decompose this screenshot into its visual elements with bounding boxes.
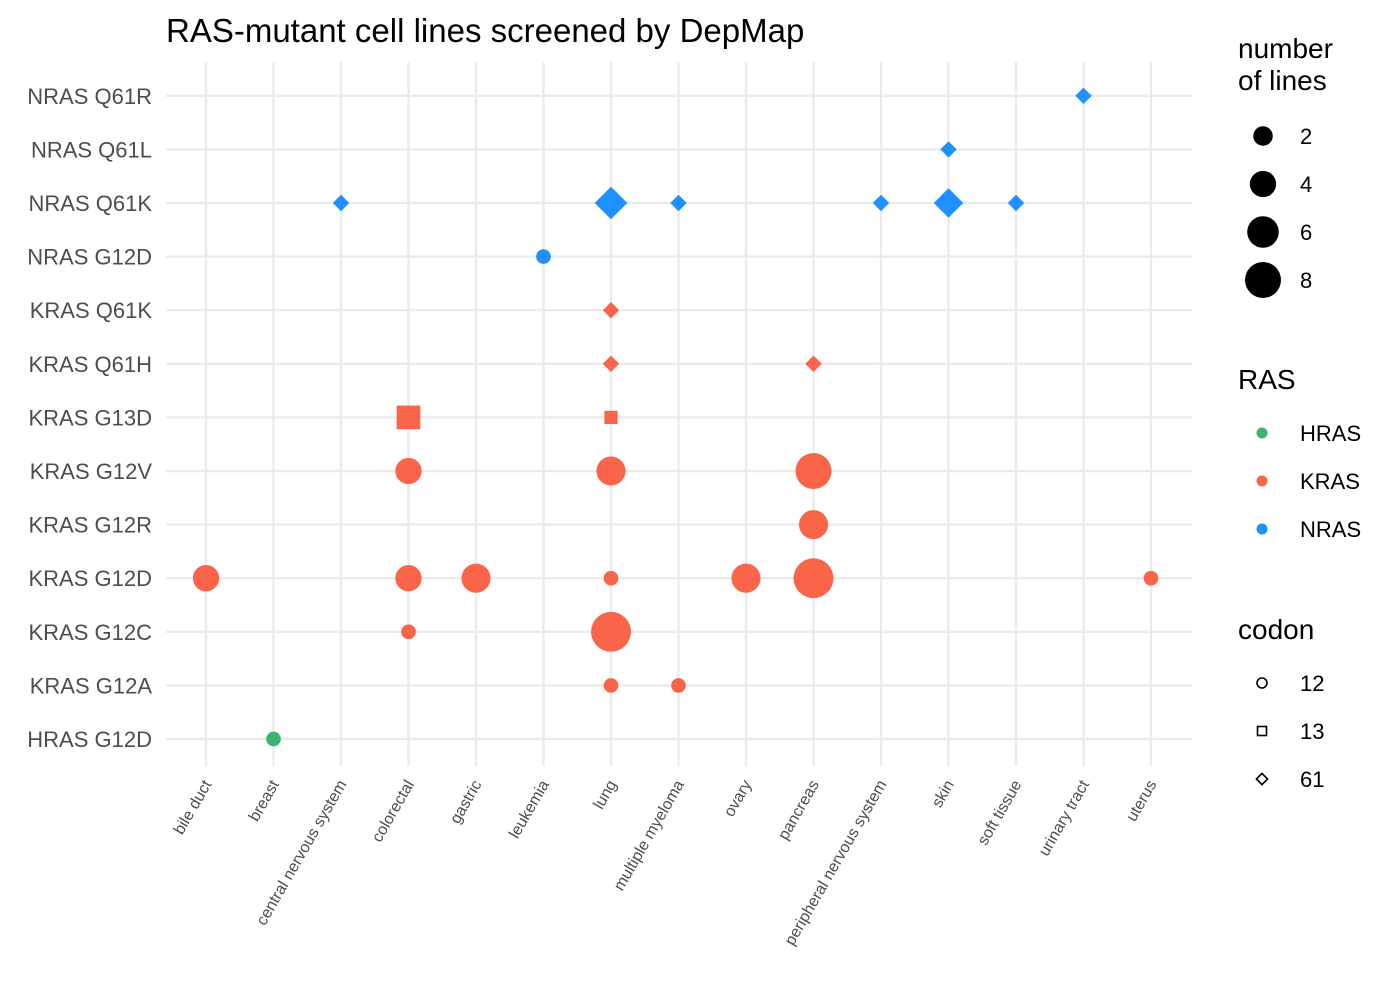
point-kras-g12c-colorectal [401,624,416,640]
point-kras-g12v-colorectal [395,457,422,485]
y-tick-kras-g12v: KRAS G12V [30,459,153,484]
y-tick-kras-g12c: KRAS G12C [29,620,153,645]
point-kras-g12v-lung [596,456,626,486]
y-tick-kras-g12a: KRAS G12A [30,673,153,698]
x-tick-lung: lung [591,778,621,813]
legend-ras-key-kras [1256,475,1268,487]
grid-layer [166,62,1192,766]
x-tick-soft-tissue: soft tissue [975,777,1026,848]
legend-ras-key-nras [1256,523,1268,535]
point-nras-q61k-peripheral-nervous-system [872,194,890,212]
legend-ras-label-nras: NRAS [1300,517,1361,542]
legend-size-title-line-2: of lines [1238,65,1327,96]
y-tick-kras-g13d: KRAS G13D [29,405,153,430]
x-tick-colorectal: colorectal [369,778,418,846]
legend-size-title-line-1: number [1238,33,1333,64]
legend-codon-label-12: 12 [1300,671,1324,696]
point-kras-g13d-colorectal [396,405,421,430]
x-tick-urinary-tract: urinary tract [1036,777,1093,859]
point-kras-g12d-colorectal [395,565,422,592]
point-hras-g12d-breast [266,731,281,747]
data-points [192,87,1159,747]
x-tick-multiple-myeloma: multiple myeloma [611,777,688,893]
legend-codon-key-61 [1255,772,1269,786]
point-kras-g12c-lung [591,611,631,652]
y-tick-nras-q61r: NRAS Q61R [27,84,152,109]
point-nras-q61l-skin [940,141,957,158]
x-tick-skin: skin [929,778,958,811]
point-kras-g12a-lung [603,678,619,693]
legend-ras-key-hras [1256,427,1268,439]
y-tick-kras-q61k: KRAS Q61K [30,298,153,323]
legend-codon-label-13: 13 [1300,719,1324,744]
legend-ras-label-kras: KRAS [1300,469,1360,494]
x-tick-leukemia: leukemia [506,777,553,841]
chart-title: RAS-mutant cell lines screened by DepMap [166,12,804,49]
point-kras-q61h-lung [602,355,620,373]
legend-size-label-8: 8 [1300,268,1312,293]
x-tick-uterus: uterus [1124,778,1161,825]
point-nras-g12d-leukemia [536,249,551,264]
point-nras-q61r-urinary-tract [1075,87,1092,105]
point-nras-q61k-soft-tissue [1007,194,1025,212]
x-tick-breast: breast [246,777,283,824]
point-kras-g12d-lung [603,570,619,586]
point-kras-q61h-pancreas [805,355,822,373]
legend-size-key-6 [1247,216,1279,248]
point-nras-q61k-multiple-myeloma [670,194,687,212]
legend-size-key-2 [1253,126,1273,146]
point-kras-g12a-multiple-myeloma [671,678,686,693]
legend-size-label-6: 6 [1300,220,1312,245]
legend-size-key-4 [1249,170,1277,198]
point-nras-q61k-central-nervous-system [332,194,350,212]
x-tick-bile-duct: bile duct [171,777,216,838]
point-kras-g12d-gastric [461,563,491,593]
legend-ras-label-hras: HRAS [1300,421,1361,446]
y-tick-kras-g12r: KRAS G12R [29,513,153,538]
legend-codon-key-13 [1256,725,1268,737]
legend-size-key-8 [1245,262,1281,298]
point-kras-g12d-uterus [1143,570,1159,586]
legend-codon-key-12 [1256,677,1268,689]
legend-codon-title: codon [1238,614,1314,645]
x-tick-ovary: ovary [721,778,755,820]
x-tick-gastric: gastric [447,778,485,827]
point-kras-g12d-pancreas [793,558,834,599]
point-kras-g13d-lung [604,410,618,424]
legend-codon: codon 12 13 61 [1238,614,1324,792]
legend-size-label-2: 2 [1300,124,1312,149]
y-tick-nras-g12d: NRAS G12D [27,245,152,270]
legend-ras: RAS HRAS KRAS NRAS [1238,364,1361,542]
y-tick-nras-q61k: NRAS Q61K [29,191,153,216]
y-tick-nras-q61l: NRAS Q61L [31,137,152,162]
point-nras-q61k-skin [933,188,964,218]
legend-ras-title: RAS [1238,364,1296,395]
point-kras-g12d-bile-duct [192,565,220,592]
point-kras-q61k-lung [602,301,620,319]
y-axis-tick-labels: HRAS G12D KRAS G12A KRAS G12C KRAS G12D KRAS… [27,84,152,752]
point-nras-q61k-lung [594,186,628,220]
y-tick-hras-g12d: HRAS G12D [27,727,152,752]
point-kras-g12r-pancreas [798,510,829,540]
y-tick-kras-g12d: KRAS G12D [29,566,153,591]
point-kras-g12v-pancreas [795,453,832,489]
x-tick-pancreas: pancreas [775,778,823,844]
legend-size-label-4: 4 [1300,172,1312,197]
point-kras-g12d-ovary [731,563,761,593]
y-tick-kras-q61h: KRAS Q61H [29,352,153,377]
legend-codon-label-61: 61 [1300,767,1324,792]
